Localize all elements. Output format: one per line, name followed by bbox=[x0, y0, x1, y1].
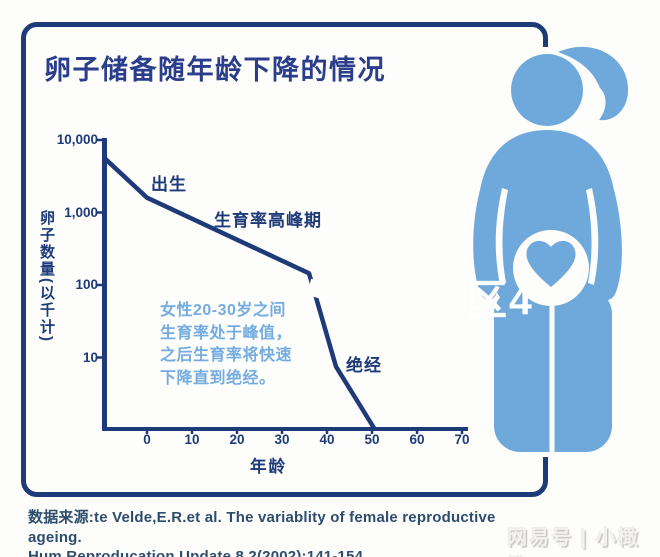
y-tick-label: 1,000 bbox=[64, 204, 98, 220]
overlay-watermark: 区4 bbox=[466, 277, 534, 323]
head-shape bbox=[511, 54, 583, 126]
ponytail-shape bbox=[558, 46, 629, 121]
legs-divider bbox=[549, 298, 555, 452]
x-tick-label: 60 bbox=[409, 432, 425, 447]
egg-count-curve bbox=[102, 156, 377, 431]
watermark-gap-artifact bbox=[307, 278, 324, 299]
y-tick-label: 100 bbox=[75, 277, 98, 292]
right-arm-gap bbox=[586, 188, 599, 285]
source-line-2: Hum Reproducation Update 8.2(2002):141-1… bbox=[28, 548, 364, 557]
publisher-watermark: 网易号 | 小橄榄 bbox=[507, 527, 640, 557]
x-tick-label: 40 bbox=[319, 432, 335, 447]
y-axis-title: 卵子数量(以千计) bbox=[38, 210, 55, 343]
y-tick-label: 10 bbox=[82, 349, 98, 365]
x-tick-label: 20 bbox=[229, 432, 245, 447]
chart-note: 女性20-30岁之间 生育率处于峰值， 之后生育率将快速 下降直到绝经。 bbox=[160, 302, 293, 387]
y-tick-label: 10,000 bbox=[56, 132, 98, 147]
x-axis-title: 年龄 bbox=[250, 458, 287, 476]
x-tick-label: 50 bbox=[364, 432, 380, 447]
x-tick-label: 30 bbox=[274, 432, 290, 447]
source-citation: 数据来源:te Velde,E.R.et al. The variablity … bbox=[28, 508, 518, 557]
source-line-1: 数据来源:te Velde,E.R.et al. The variablity … bbox=[28, 509, 496, 546]
heart-icon bbox=[526, 240, 576, 287]
age-chart-svg bbox=[97, 138, 468, 434]
pregnant-woman-figure bbox=[473, 46, 629, 452]
x-tick-label: 70 bbox=[454, 432, 470, 447]
x-tick-label: 10 bbox=[184, 432, 200, 447]
x-tick-label: 0 bbox=[143, 432, 151, 447]
page-title: 卵子储备随年龄下降的情况 bbox=[44, 55, 386, 85]
annotation-peak-fertility: 生育率高峰期 bbox=[214, 211, 322, 230]
annotation-menopause: 绝经 bbox=[346, 356, 382, 375]
annotation-birth: 出生 bbox=[151, 175, 187, 194]
left-arm-gap bbox=[495, 188, 508, 285]
